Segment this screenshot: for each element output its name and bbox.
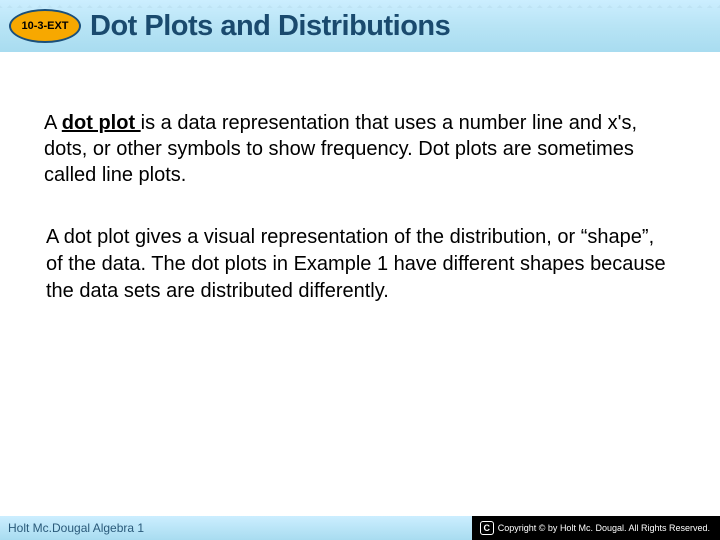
lesson-code: 10-3-EXT	[21, 20, 68, 32]
para1-lead: A	[44, 112, 62, 134]
slide-header: 10-3-EXT Dot Plots and Distributions	[0, 0, 720, 52]
footer-copyright: C Copyright © by Holt Mc. Dougal. All Ri…	[472, 516, 720, 540]
copyright-icon: C	[480, 521, 494, 535]
header-decoration	[0, 0, 720, 8]
slide-content: A dot plot is a data representation that…	[0, 52, 720, 305]
lesson-badge: 10-3-EXT	[6, 6, 84, 46]
copyright-text: Copyright © by Holt Mc. Dougal. All Righ…	[498, 523, 710, 533]
footer-textbook: Holt Mc.Dougal Algebra 1	[8, 521, 144, 535]
term-dot-plot: dot plot	[62, 112, 141, 134]
paragraph-1: A dot plot is a data representation that…	[44, 110, 676, 188]
slide-footer: Holt Mc.Dougal Algebra 1 C Copyright © b…	[0, 516, 720, 540]
slide-title: Dot Plots and Distributions	[90, 10, 450, 43]
paragraph-2: A dot plot gives a visual representation…	[44, 224, 676, 305]
